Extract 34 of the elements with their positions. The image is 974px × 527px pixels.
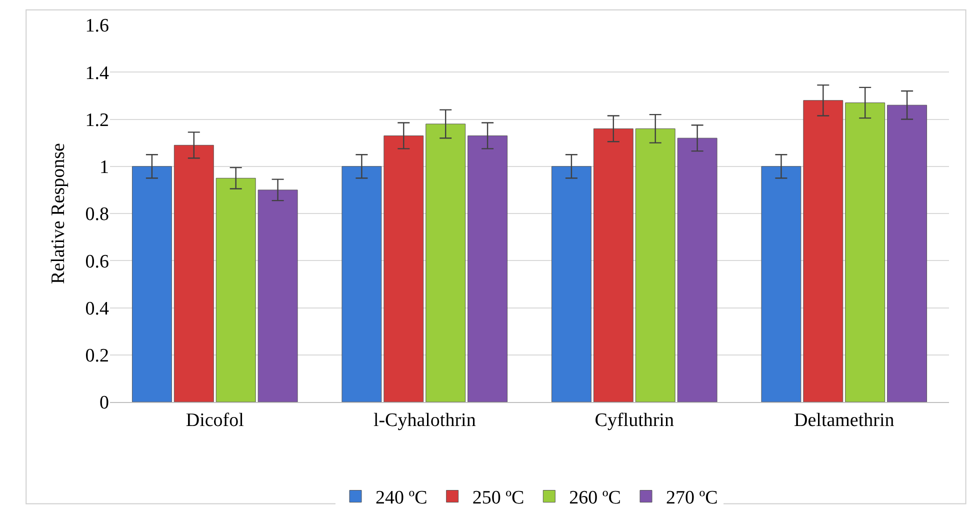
legend-label: 240 ºC (376, 488, 428, 509)
bar (845, 102, 886, 402)
bar (384, 135, 424, 402)
legend-label: 250 ºC (472, 488, 524, 509)
y-tick-label: 1.6 (85, 16, 109, 37)
bar (551, 166, 592, 402)
y-tick-label: 0.2 (85, 346, 109, 367)
bar (258, 190, 298, 402)
bar (468, 135, 508, 402)
legend-label: 270 ºC (666, 488, 718, 509)
x-tick-label: l-Cyhalothrin (373, 410, 476, 431)
bar (593, 128, 634, 402)
bar (174, 144, 214, 402)
bar (887, 104, 928, 402)
y-axis-title: Relative Response (48, 143, 70, 284)
y-tick-label: 0 (100, 392, 109, 414)
bar (132, 166, 172, 402)
bar (677, 138, 718, 402)
y-tick-label: 1.4 (85, 62, 110, 84)
bar (761, 166, 802, 402)
bar (803, 100, 844, 402)
y-tick-label: 0.4 (85, 298, 110, 320)
legend-label: 260 ºC (569, 488, 621, 509)
y-tick-label: 1 (100, 157, 109, 178)
y-tick-label: 0.8 (85, 204, 109, 226)
y-tick-label: 1.2 (85, 110, 109, 131)
y-tick-label: 0.6 (85, 251, 109, 272)
x-tick-label: Deltamethrin (794, 410, 895, 431)
x-tick-label: Dicofol (186, 410, 244, 431)
bar (426, 124, 466, 402)
bar (342, 166, 382, 402)
bar (635, 128, 676, 402)
x-tick-label: Cyfluthrin (594, 410, 674, 431)
bar (216, 178, 256, 402)
